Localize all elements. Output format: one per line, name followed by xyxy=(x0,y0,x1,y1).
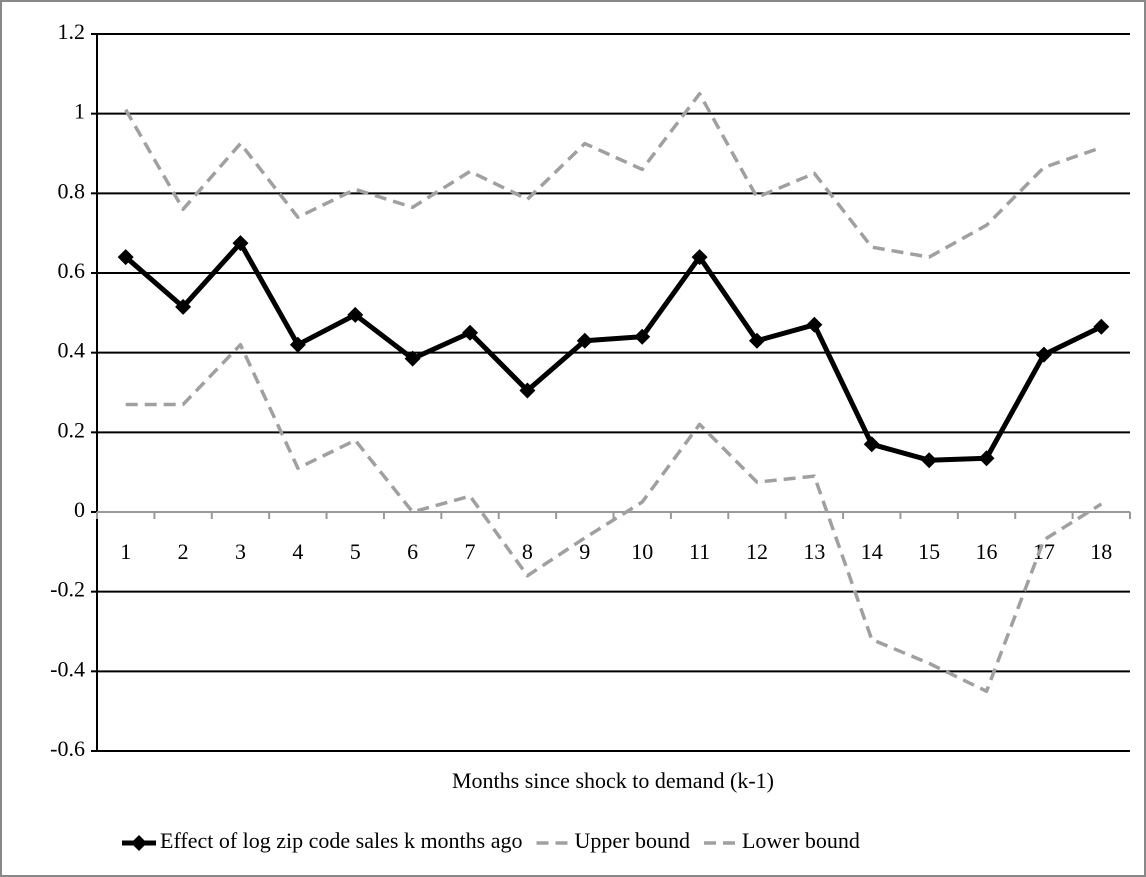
x-tick-label: 4 xyxy=(292,539,303,564)
x-tick-label: 6 xyxy=(407,539,418,564)
y-tick-label: -0.6 xyxy=(50,736,85,761)
point-marker xyxy=(232,235,249,252)
y-tick-label: 0.4 xyxy=(58,338,86,363)
point-marker xyxy=(175,298,192,315)
point-marker xyxy=(576,332,593,349)
point-marker xyxy=(1093,318,1110,335)
y-tick-label: -0.2 xyxy=(50,577,85,602)
series-line xyxy=(124,92,1102,259)
point-marker xyxy=(117,249,134,266)
x-tick-label: 2 xyxy=(178,539,189,564)
y-tick-label: 0.6 xyxy=(58,258,86,283)
x-tick-label: 5 xyxy=(350,539,361,564)
point-marker xyxy=(978,450,995,467)
x-tick-label: 3 xyxy=(235,539,246,564)
point-marker xyxy=(404,350,421,367)
y-tick-label: 1.2 xyxy=(58,19,86,44)
y-tick-label: 0.2 xyxy=(58,417,86,442)
point-marker xyxy=(462,324,479,341)
point-marker xyxy=(1035,346,1052,363)
y-tick-label: -0.4 xyxy=(50,656,85,681)
point-marker xyxy=(519,382,536,399)
x-tick-label: 13 xyxy=(803,539,825,564)
x-tick-label: 10 xyxy=(631,539,653,564)
y-tick-label: 0 xyxy=(74,497,85,522)
legend-marker xyxy=(131,835,147,851)
point-marker xyxy=(863,436,880,453)
x-tick-label: 1 xyxy=(120,539,131,564)
point-marker xyxy=(691,249,708,266)
legend-label: Lower bound xyxy=(742,828,860,853)
x-tick-label: 17 xyxy=(1033,539,1055,564)
point-marker xyxy=(806,316,823,333)
x-tick-label: 14 xyxy=(861,539,883,564)
series-line xyxy=(125,342,1103,693)
x-tick-label: 8 xyxy=(522,539,533,564)
x-tick-label: 9 xyxy=(579,539,590,564)
x-tick-label: 15 xyxy=(918,539,940,564)
point-marker xyxy=(921,452,938,469)
y-tick-label: 0.8 xyxy=(58,178,86,203)
x-tick-label: 11 xyxy=(689,539,710,564)
x-axis-label: Months since shock to demand (k-1) xyxy=(452,768,774,793)
series-line xyxy=(124,240,1103,463)
x-tick-label: 12 xyxy=(746,539,768,564)
legend-label: Effect of log zip code sales k months ag… xyxy=(160,828,523,853)
y-tick-label: 1 xyxy=(74,99,85,124)
legend-label: Upper bound xyxy=(575,828,690,853)
x-tick-label: 16 xyxy=(976,539,998,564)
x-tick-label: 7 xyxy=(465,539,476,564)
x-tick-label: 18 xyxy=(1090,539,1112,564)
point-marker xyxy=(347,306,364,323)
point-marker xyxy=(289,336,306,353)
point-marker xyxy=(634,328,651,345)
point-marker xyxy=(748,332,765,349)
